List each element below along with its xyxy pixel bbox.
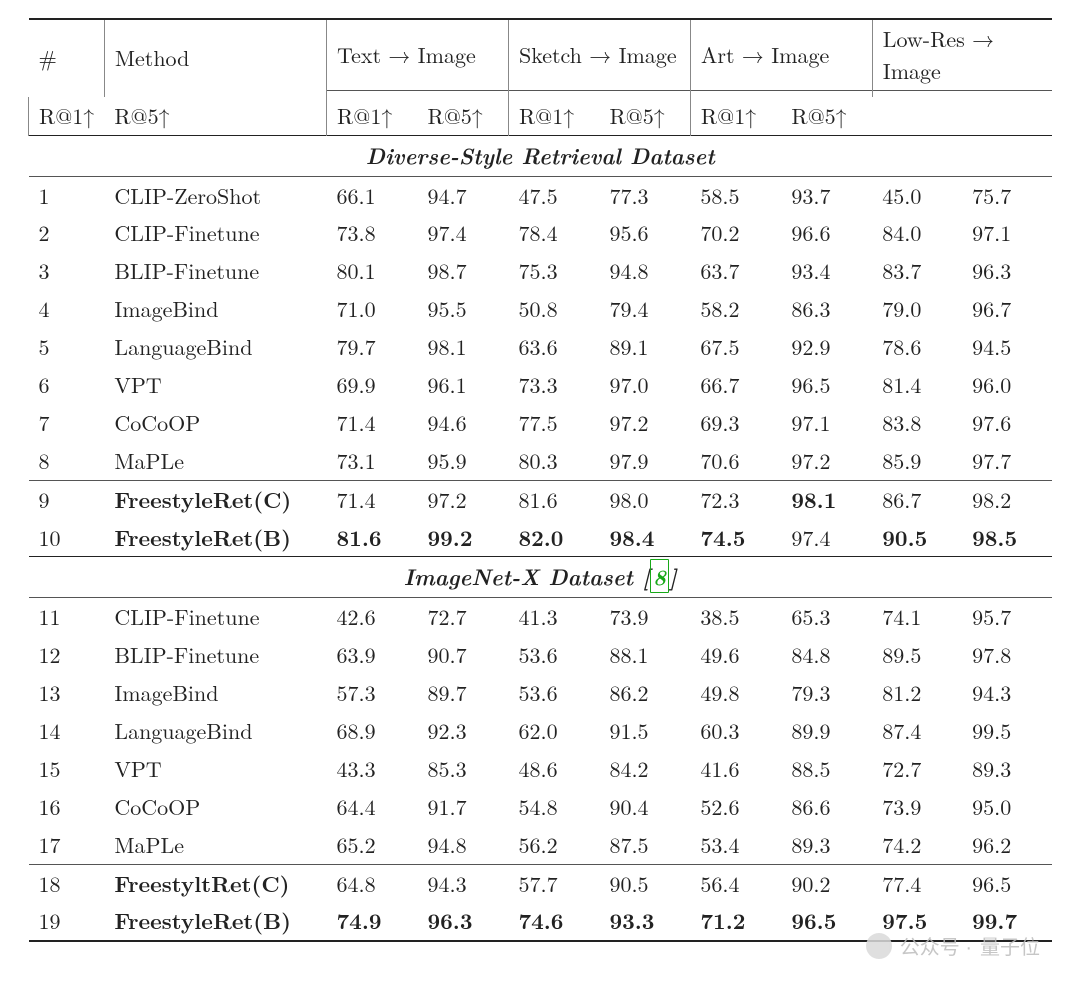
table-row: 2CLIP-Finetune73.897.478.495.670.296.684… (29, 214, 1053, 252)
metric-sketch-r5: R@5↑ (418, 97, 509, 135)
table-row: 9FreestyleRet(C)71.497.281.698.072.398.1… (29, 481, 1053, 519)
table-row: 18FreestyltRet(C)64.894.357.790.556.490.… (29, 865, 1053, 903)
metric-text-r5: R@5↑ (104, 97, 326, 135)
table-row: 14LanguageBind68.992.362.091.560.389.987… (29, 712, 1053, 750)
col-group-lowres: Low-Res → Image (872, 20, 1052, 90)
header-row-groups: # Method Text → Image Sketch → Image Art… (29, 20, 1053, 90)
section-title: Diverse-Style Retrieval Dataset (29, 136, 1053, 176)
col-group-sketch: Sketch → Image (508, 20, 690, 90)
table-row: 4ImageBind71.095.550.879.458.286.379.096… (29, 290, 1053, 328)
table-row: 7CoCoOP71.494.677.597.269.397.183.897.6 (29, 404, 1053, 442)
page: # Method Text → Image Sketch → Image Art… (0, 0, 1080, 982)
metric-lowres-r1: R@1↑ (690, 97, 781, 135)
table-row: 17MaPLe65.294.856.287.553.489.374.296.2 (29, 826, 1053, 864)
table-row: 19FreestyleRet(B)74.996.374.693.371.296.… (29, 902, 1053, 941)
table-row: 6VPT69.996.173.397.066.796.581.496.0 (29, 366, 1053, 404)
col-group-art: Art → Image (690, 20, 872, 90)
col-group-text: Text → Image (327, 20, 509, 90)
table-row: 5LanguageBind79.798.163.689.167.592.978.… (29, 328, 1053, 366)
table-row: 16CoCoOP64.491.754.890.452.686.673.995.0 (29, 788, 1053, 826)
citation-ref[interactable]: 8 (650, 559, 669, 593)
section-title: ImageNet-X Dataset [8] (29, 557, 1053, 597)
results-table: # Method Text → Image Sketch → Image Art… (28, 18, 1052, 942)
header-row-metrics: R@1↑ R@5↑ R@1↑ R@5↑ R@1↑ R@5↑ R@1↑ R@5↑ (29, 97, 1053, 135)
metric-text-r1: R@1↑ (29, 97, 105, 135)
table-body: Diverse-Style Retrieval Dataset1CLIP-Zer… (29, 135, 1053, 942)
table-row: 10FreestyleRet(B)81.699.282.098.474.597.… (29, 519, 1053, 557)
table-row: 3BLIP-Finetune80.198.775.394.863.793.483… (29, 252, 1053, 290)
metric-art-r1: R@1↑ (508, 97, 599, 135)
metric-lowres-r5: R@5↑ (781, 97, 872, 135)
table-row: 13ImageBind57.389.753.686.249.879.381.29… (29, 674, 1053, 712)
metric-art-r5: R@5↑ (599, 97, 690, 135)
table-row: 8MaPLe73.195.980.397.970.697.285.997.7 (29, 442, 1053, 480)
table-row: 12BLIP-Finetune63.990.753.688.149.684.88… (29, 636, 1053, 674)
table-row: 15VPT43.385.348.684.241.688.572.789.3 (29, 750, 1053, 788)
table-row: 11CLIP-Finetune42.672.741.373.938.565.37… (29, 598, 1053, 636)
col-header-method: Method (104, 20, 326, 97)
table-row: 1CLIP-ZeroShot66.194.747.577.358.593.745… (29, 177, 1053, 215)
metric-sketch-r1: R@1↑ (327, 97, 418, 135)
col-header-number: # (29, 20, 105, 97)
